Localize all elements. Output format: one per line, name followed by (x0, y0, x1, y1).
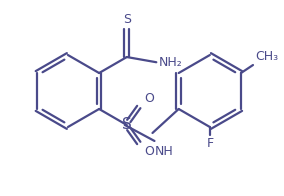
Text: CH₃: CH₃ (255, 50, 278, 63)
Text: S: S (122, 117, 132, 132)
Text: S: S (123, 13, 131, 26)
Text: NH: NH (154, 145, 173, 158)
Text: F: F (206, 137, 213, 150)
Text: O: O (144, 145, 154, 158)
Text: O: O (144, 92, 154, 105)
Text: NH₂: NH₂ (158, 56, 182, 69)
